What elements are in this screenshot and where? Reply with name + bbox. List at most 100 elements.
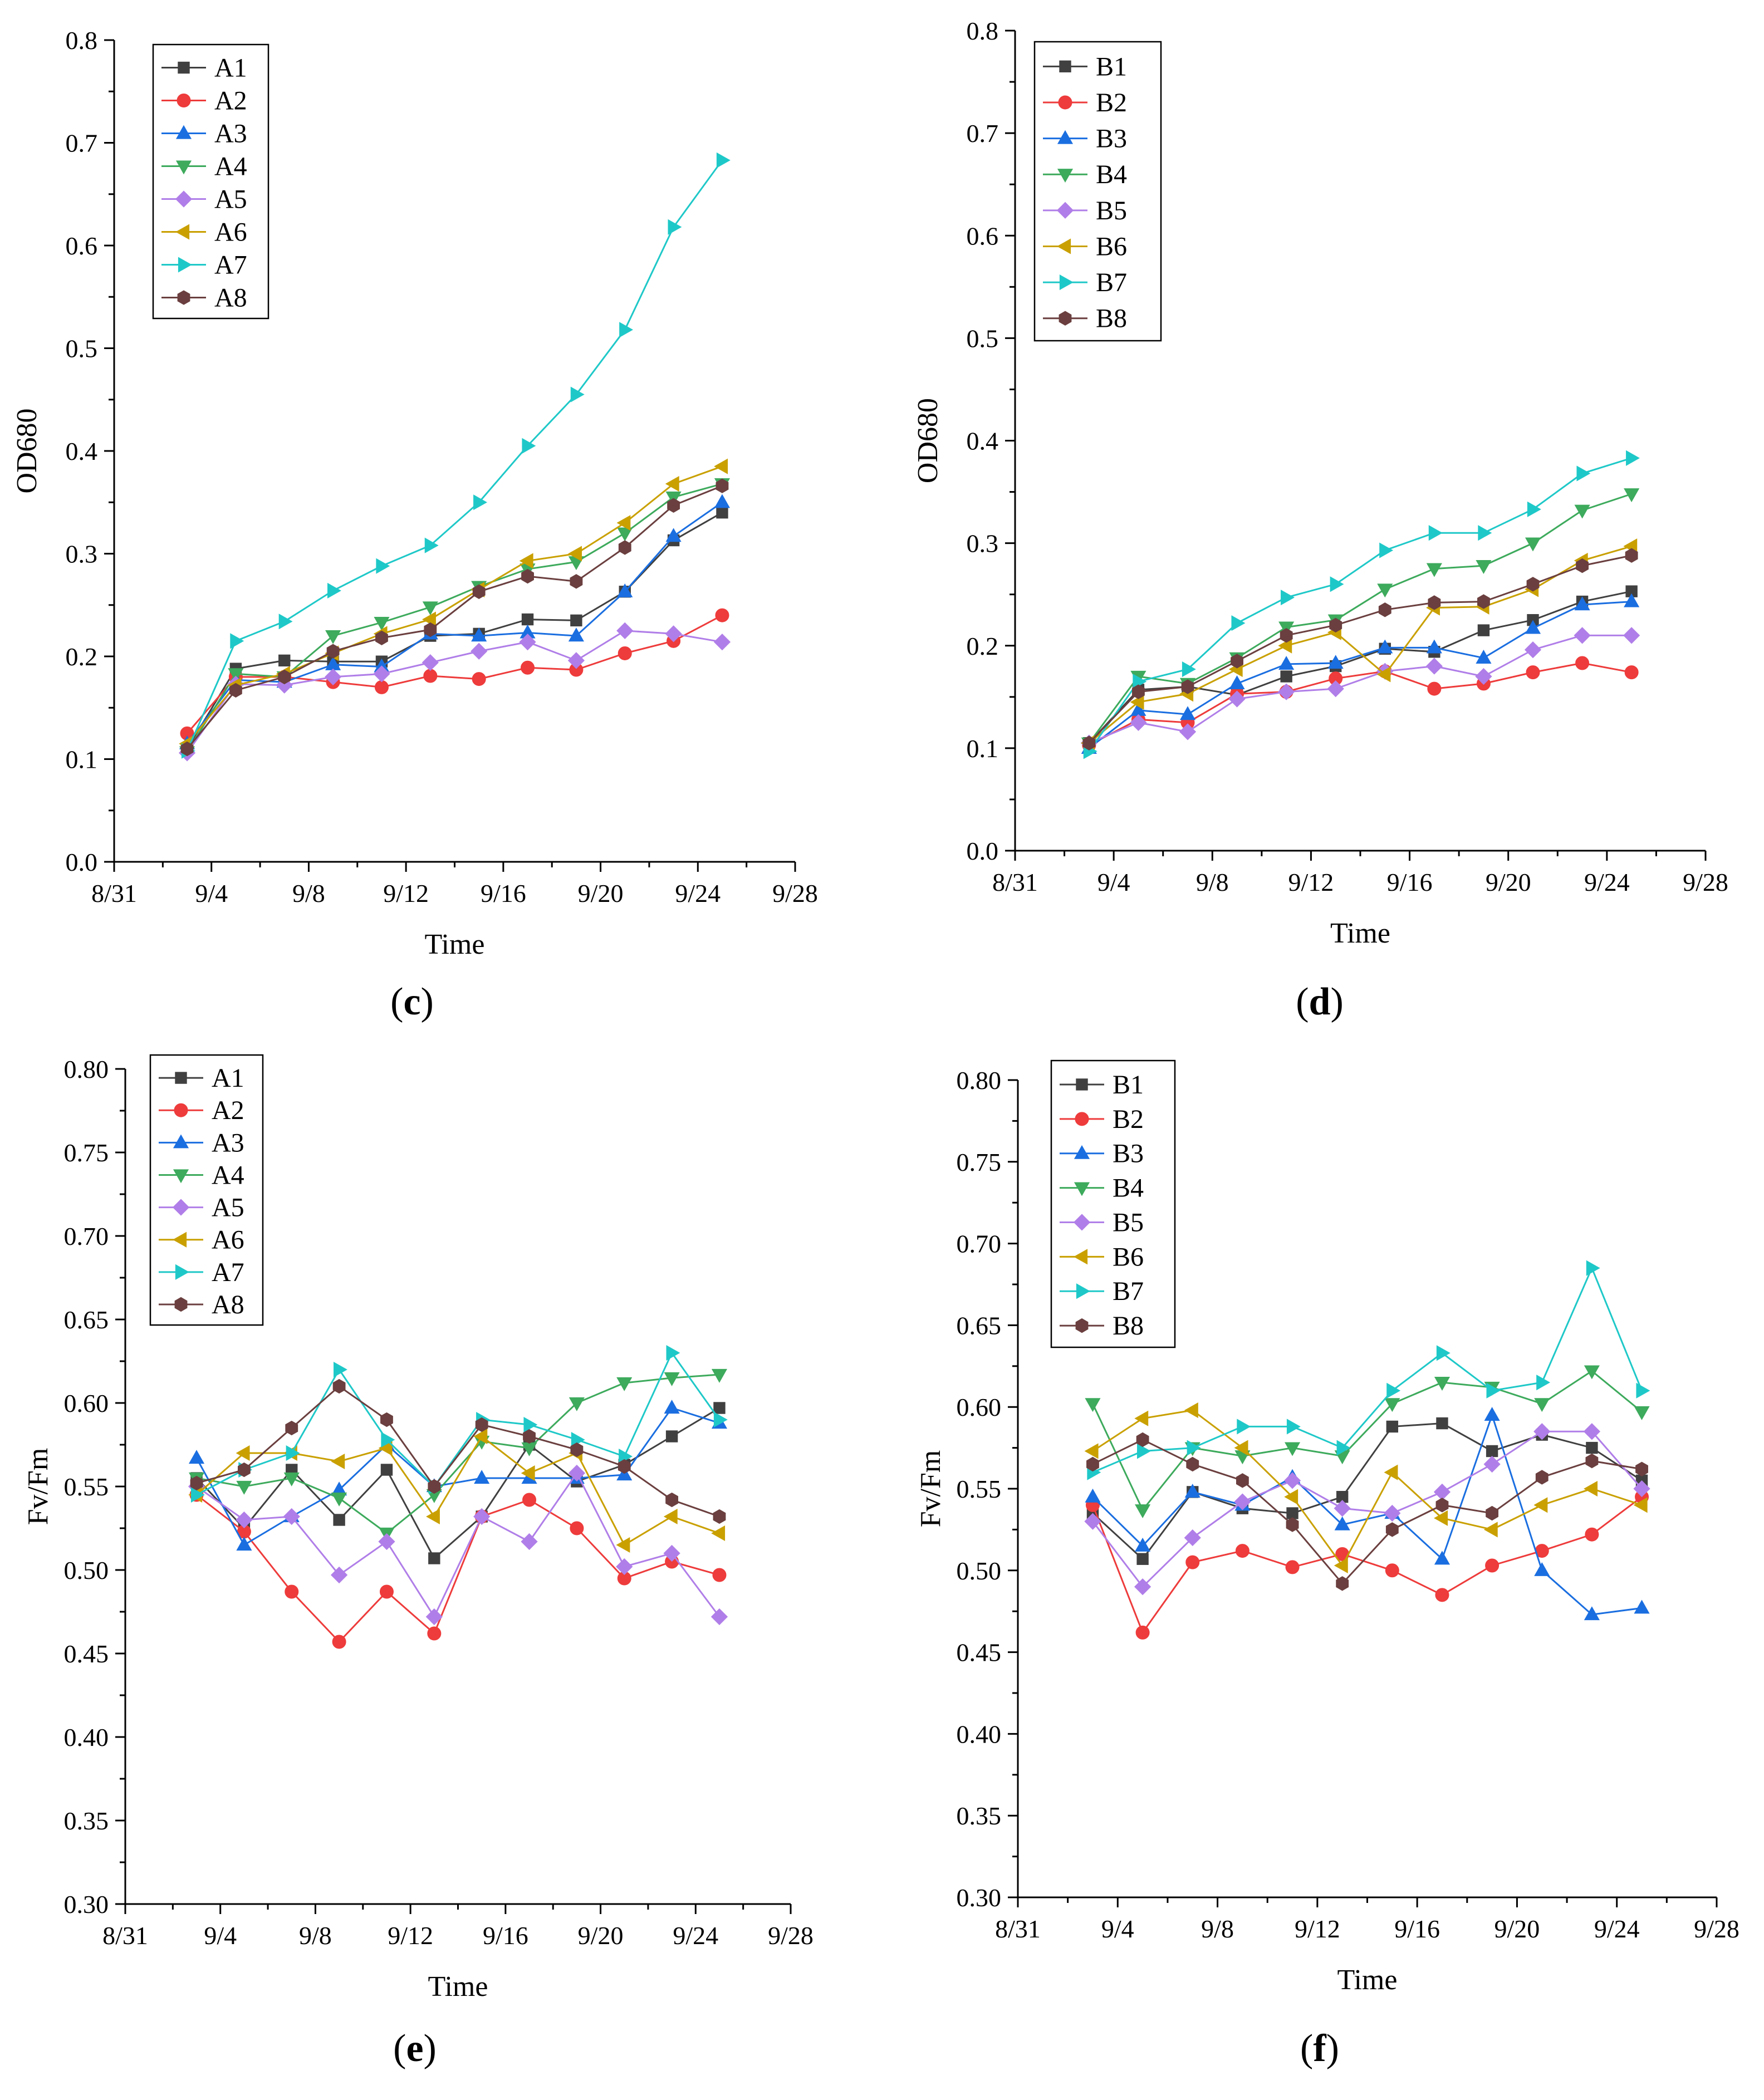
- x-tick-label: 9/12: [388, 1921, 433, 1950]
- data-point-B3: [1179, 706, 1196, 720]
- data-point-A7: [376, 558, 390, 574]
- series-line-A8: [186, 485, 723, 750]
- data-point-B7: [1237, 1419, 1251, 1435]
- data-point-B5: [1483, 1455, 1501, 1473]
- series-B2: [1085, 1490, 1649, 1640]
- legend-marker-A8: [174, 1297, 188, 1312]
- series-B6: [1084, 1402, 1648, 1574]
- data-point-B5: [1234, 1493, 1251, 1510]
- data-point-A7: [716, 152, 731, 168]
- y-tick-label: 0.45: [957, 1638, 1002, 1667]
- data-point-A8: [618, 1459, 631, 1474]
- series-B8: [1086, 1432, 1648, 1591]
- legend-box: [1033, 41, 1162, 342]
- legend-box: [1050, 1059, 1176, 1348]
- data-point-B8: [1635, 1461, 1648, 1476]
- y-tick-label: 0.65: [957, 1311, 1002, 1340]
- data-point-B1: [1486, 1445, 1498, 1458]
- legend-label-A8: A8: [212, 1290, 244, 1319]
- data-point-B3: [1334, 1516, 1350, 1530]
- panel-label-close: ): [1330, 980, 1343, 1023]
- data-point-B3: [1135, 1537, 1151, 1552]
- data-point-A8: [716, 478, 729, 493]
- data-point-A4: [331, 1492, 347, 1507]
- legend-label-B5: B5: [1096, 196, 1127, 225]
- y-tick-label: 0.30: [64, 1890, 109, 1919]
- legend-marker-A3: [175, 125, 192, 139]
- legend-marker-A1: [175, 1072, 187, 1084]
- data-point-B8: [1136, 1432, 1149, 1448]
- data-point-A7: [666, 1345, 680, 1361]
- legend-marker-B4: [1057, 169, 1074, 183]
- panel-label-open: (: [393, 2027, 406, 2070]
- data-point-A4: [664, 1372, 680, 1386]
- data-point-B7: [1187, 1440, 1201, 1456]
- panel-label-letter: f: [1313, 2027, 1326, 2070]
- legend-marker-A7: [175, 1264, 189, 1280]
- data-point-B2: [1385, 1563, 1399, 1578]
- legend-marker-A6: [175, 224, 190, 240]
- series-A5: [188, 1464, 728, 1626]
- legend-label-B2: B2: [1096, 88, 1127, 117]
- legend-label-B5: B5: [1113, 1208, 1144, 1237]
- series-line-A1: [186, 512, 723, 749]
- data-point-B5: [1334, 1500, 1351, 1517]
- data-point-B6: [1483, 1522, 1498, 1538]
- legend-label-A5: A5: [214, 185, 247, 214]
- data-point-B1: [1280, 670, 1292, 683]
- x-axis-title: Time: [1337, 1964, 1398, 1996]
- data-point-B1: [1436, 1417, 1448, 1430]
- data-point-A1: [380, 1464, 393, 1476]
- data-point-B2: [1427, 681, 1442, 696]
- data-point-B5: [1633, 1480, 1650, 1498]
- data-point-A6: [521, 1465, 535, 1481]
- legend-marker-A4: [173, 1169, 189, 1184]
- x-tick-label: 9/20: [1494, 1915, 1540, 1943]
- panel-label-close: ): [424, 2027, 437, 2070]
- y-tick-label: 0.75: [64, 1139, 109, 1167]
- legend-marker-A3: [173, 1134, 189, 1149]
- data-point-A4: [283, 1472, 300, 1486]
- y-axis-title: OD680: [11, 408, 43, 493]
- panel-d: 0.0 0.1 0.2 0.3 0.4 0.5 0.6 0.7 0.8 8/31 9/4 9/8 9/1…: [912, 17, 1728, 1023]
- data-point-A5: [471, 642, 488, 660]
- data-point-A5: [710, 1608, 728, 1626]
- data-point-B4: [1085, 1398, 1101, 1412]
- data-point-B2: [1235, 1544, 1250, 1558]
- legend-marker-B3: [1057, 130, 1074, 144]
- data-point-B3: [1476, 650, 1492, 664]
- y-tick-label: 0.70: [64, 1222, 109, 1250]
- legend-marker-B2: [1058, 95, 1072, 110]
- data-point-B4: [1135, 1504, 1151, 1518]
- data-point-B3: [1184, 1484, 1200, 1498]
- data-point-B6: [1384, 1464, 1398, 1480]
- y-tick-label: 0.50: [64, 1556, 109, 1584]
- data-point-A7: [286, 1445, 300, 1461]
- data-point-A2: [522, 1493, 537, 1507]
- data-point-B3: [1085, 1488, 1101, 1503]
- panel-label: (f): [1300, 2027, 1339, 2070]
- legend-label-A6: A6: [212, 1225, 244, 1255]
- data-point-A2: [285, 1584, 299, 1599]
- legend-label-B7: B7: [1096, 268, 1127, 297]
- data-point-B5: [1623, 627, 1640, 644]
- legend-marker-B7: [1059, 274, 1074, 291]
- legend-marker-A7: [178, 257, 192, 273]
- series-A4: [179, 478, 731, 760]
- data-point-B7: [1636, 1382, 1650, 1399]
- panel-e: 0.30 0.35 0.40 0.45 0.50 0.55 0.60 0.65 0.70 0.75…: [22, 1054, 814, 2070]
- data-point-B2: [1485, 1558, 1500, 1573]
- data-point-A4: [422, 601, 438, 616]
- data-point-B8: [1231, 654, 1243, 669]
- y-tick-label: 0.55: [957, 1475, 1002, 1503]
- series-B7: [1087, 1260, 1650, 1480]
- panel-label-open: (: [390, 980, 403, 1023]
- legend-label-A4: A4: [212, 1160, 244, 1190]
- data-point-A8: [229, 683, 242, 698]
- data-point-B6: [1434, 1510, 1448, 1526]
- data-point-A4: [236, 1480, 252, 1495]
- x-tick-label: 9/24: [673, 1921, 718, 1950]
- legend-label-B7: B7: [1113, 1277, 1144, 1306]
- data-point-B5: [1283, 1472, 1301, 1489]
- x-tick-label: 9/16: [1387, 868, 1433, 896]
